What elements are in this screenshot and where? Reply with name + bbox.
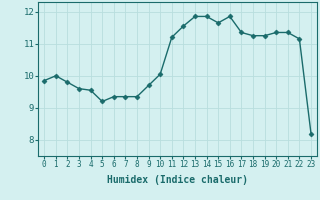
X-axis label: Humidex (Indice chaleur): Humidex (Indice chaleur) bbox=[107, 175, 248, 185]
